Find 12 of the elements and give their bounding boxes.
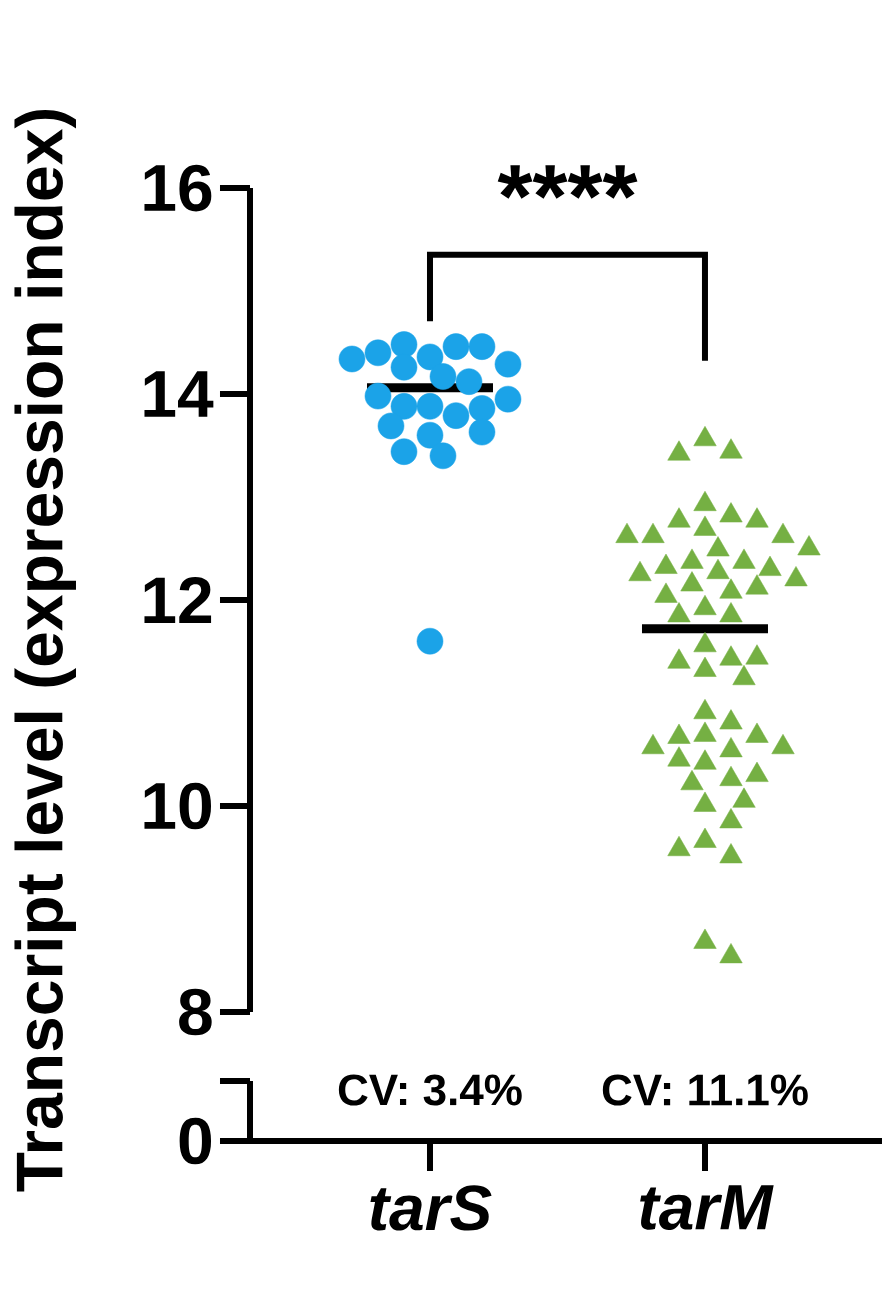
y-tick-label: 10 [144,782,212,830]
y-tick-label: 8 [179,988,212,1036]
text: CV: 11.1% [602,1074,808,1106]
y-tick-label: 12 [144,576,212,624]
y-axis-title: Transcript level (expression index) [14,109,76,1192]
category-label: tarS [370,1185,492,1231]
text: 0 [179,1117,212,1165]
annotation: **** [497,165,638,199]
text: CV: 3.4% [338,1074,522,1106]
y-tick-label: 16 [144,164,212,212]
y-tick-label: 14 [144,371,214,417]
category-label: tarM [640,1185,774,1230]
